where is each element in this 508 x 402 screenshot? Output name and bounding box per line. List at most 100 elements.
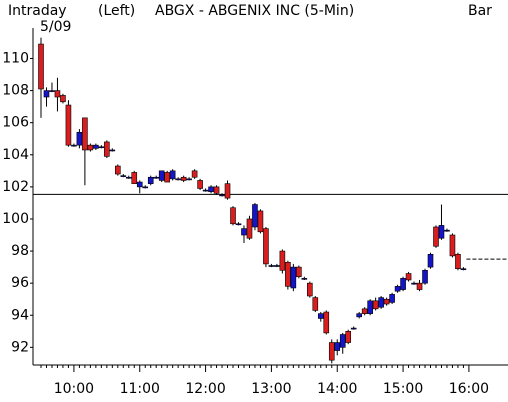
candle-body <box>460 268 467 271</box>
candle-body <box>43 90 50 98</box>
candle-body <box>268 265 275 267</box>
date-label: 5/09 <box>40 19 71 35</box>
x-tick-label: 16:00 <box>449 381 489 397</box>
candle-body <box>49 90 55 92</box>
candle-body <box>449 234 456 257</box>
candle-body <box>285 261 291 287</box>
candle-body <box>367 300 373 314</box>
candle-body <box>213 186 220 194</box>
candle-body <box>427 253 434 268</box>
candle-body <box>372 300 379 310</box>
candle-body <box>455 253 461 270</box>
candle-body <box>125 176 132 179</box>
candle-body <box>158 170 165 181</box>
candle-body <box>301 278 308 280</box>
candle-body <box>98 146 105 149</box>
style-label: Bar <box>468 3 492 19</box>
candle-body <box>274 265 280 267</box>
candle-body <box>82 117 88 151</box>
candle-body <box>186 178 192 181</box>
candle-body <box>109 149 116 152</box>
candle-body <box>411 282 417 285</box>
y-tick-label: 110 <box>2 50 29 66</box>
candle-body <box>142 186 149 189</box>
y-tick-label: 102 <box>2 179 29 195</box>
axis-side-label: (Left) <box>98 3 135 19</box>
candle-body <box>317 313 324 319</box>
candle-body <box>76 132 83 146</box>
candle-body <box>87 144 94 151</box>
candle-body <box>378 297 384 308</box>
candle-body <box>339 334 346 348</box>
period-label: Intraday <box>8 3 67 19</box>
candle-body <box>356 313 362 318</box>
candle-body <box>400 278 406 290</box>
candle-body <box>169 170 176 180</box>
candle-body <box>235 223 242 226</box>
candle-body <box>296 266 302 278</box>
candle-body <box>230 207 236 225</box>
candle-body <box>257 210 264 233</box>
y-tick-label: 108 <box>2 83 29 99</box>
candle-body <box>394 286 401 292</box>
candle-body <box>104 141 110 157</box>
candle-body <box>416 282 423 290</box>
y-tick-label: 98 <box>11 243 29 259</box>
candle-body <box>345 330 352 343</box>
x-tick-label: 12:00 <box>185 381 225 397</box>
candle-body <box>219 194 225 197</box>
x-tick-label: 13:00 <box>251 381 291 397</box>
candle-body <box>60 95 66 103</box>
candle-body <box>350 327 357 330</box>
candle-body <box>241 228 247 236</box>
candle-body <box>147 176 154 184</box>
candle-body <box>389 294 395 303</box>
candle-body <box>208 186 214 192</box>
candle-body <box>164 172 170 183</box>
candle-body <box>93 144 99 149</box>
candle-body <box>312 297 319 311</box>
candle-body <box>180 176 187 181</box>
candle-body <box>422 270 428 284</box>
candle-body <box>438 225 445 239</box>
candle-body <box>65 104 72 146</box>
candle-body <box>383 298 390 305</box>
y-tick-label: 104 <box>2 147 29 163</box>
y-tick-label: 100 <box>2 211 29 227</box>
x-tick-label: 14:00 <box>317 381 357 397</box>
y-tick-label: 94 <box>11 307 29 323</box>
candle-body <box>224 183 231 199</box>
x-tick-label: 11:00 <box>120 381 160 397</box>
candle-body <box>136 181 143 188</box>
candle-body <box>433 226 439 247</box>
candle-body <box>328 342 335 361</box>
candle-body <box>38 43 44 90</box>
candle-body <box>115 165 121 175</box>
candle-body <box>120 175 127 177</box>
candle-body <box>323 311 330 334</box>
x-tick-label: 15:00 <box>383 381 423 397</box>
candle-body <box>361 308 368 314</box>
candle-body <box>279 250 286 271</box>
candle-body <box>444 229 450 232</box>
candle-body <box>153 176 160 179</box>
y-tick-label: 96 <box>11 275 29 291</box>
y-tick-label: 92 <box>11 339 29 355</box>
candle-body <box>131 172 138 184</box>
x-tick-label: 10:00 <box>54 381 94 397</box>
candle-body <box>307 282 313 297</box>
y-tick-label: 106 <box>2 115 29 131</box>
candle-body <box>175 178 181 181</box>
candle-body <box>202 189 209 192</box>
candle-body <box>246 218 253 239</box>
candle-body <box>263 228 269 265</box>
candle-body <box>405 273 412 281</box>
candle-body <box>191 170 198 178</box>
candle-body <box>197 180 203 189</box>
candle-body <box>252 204 258 228</box>
candle-body <box>54 90 61 98</box>
candle-body <box>334 342 341 351</box>
candle-body <box>290 266 297 289</box>
candle-body <box>71 144 77 147</box>
